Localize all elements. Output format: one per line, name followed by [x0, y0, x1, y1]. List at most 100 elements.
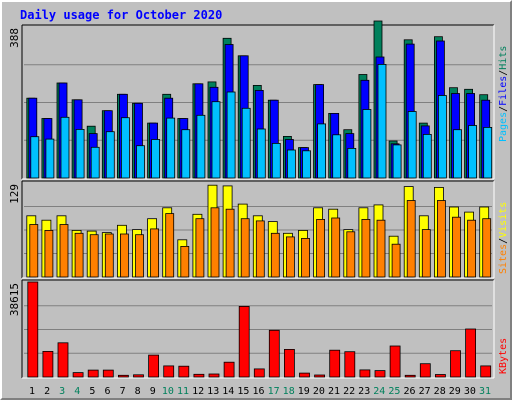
day-label: 29 [449, 386, 461, 397]
day-label: 3 [59, 386, 65, 397]
pages-bar [75, 129, 85, 179]
y-max-label: 38615 [8, 283, 21, 316]
pages-bar [166, 117, 176, 179]
kbytes-bar [238, 305, 250, 378]
chart-title: Daily usage for October 2020 [20, 8, 222, 22]
pages-bar [90, 146, 100, 179]
kbytes-bar [404, 374, 416, 378]
kbytes-bar [344, 351, 356, 378]
kbytes-bar [118, 374, 129, 378]
sites-bar [210, 207, 220, 278]
legend-separator: / [498, 106, 509, 112]
sites-bar [225, 208, 235, 278]
kbytes-bar [480, 365, 492, 378]
day-label: 10 [162, 386, 174, 397]
pages-bar [196, 114, 206, 179]
pages-bar [136, 145, 145, 179]
day-label: 20 [313, 386, 325, 397]
sites-bar [452, 216, 461, 278]
pages-bar [226, 91, 236, 179]
sites-bar [120, 233, 129, 278]
sites-bar [270, 232, 280, 278]
kbytes-bar [434, 374, 446, 378]
sites-bar [150, 228, 160, 278]
day-label: 8 [135, 386, 141, 397]
series-legend: Sites/Visits [498, 202, 509, 274]
sites-bar [74, 232, 84, 278]
y-max-label: 388 [8, 28, 21, 48]
kbytes-bar [102, 369, 114, 378]
pages-bar [453, 129, 462, 179]
sites-bar [361, 218, 371, 278]
day-label: 26 [403, 386, 415, 397]
sites-bar [135, 234, 144, 278]
day-label: 25 [388, 386, 400, 397]
sites-bar [255, 220, 265, 278]
day-label: 31 [479, 386, 491, 397]
kbytes-bar [87, 369, 99, 378]
day-label: 16 [252, 386, 264, 397]
day-label: 19 [298, 386, 310, 397]
sites-bar [391, 243, 401, 278]
day-label: 12 [192, 386, 204, 397]
legend-kbytes: KBytes [498, 338, 509, 374]
day-label: 6 [104, 386, 110, 397]
pages-bar [286, 149, 296, 179]
sites-bar [376, 219, 386, 278]
legend-pages: Pages [498, 112, 509, 142]
pages-bar [151, 139, 161, 179]
legend-visits: Visits [498, 202, 509, 238]
pages-bar [392, 144, 402, 179]
day-label: 1 [29, 386, 35, 397]
kbytes-bar [359, 369, 371, 378]
kbytes-bar [253, 368, 265, 378]
pages-bar [256, 128, 266, 179]
kbytes-bar [27, 281, 39, 378]
kbytes-bar [419, 363, 431, 378]
pages-bar [121, 117, 130, 179]
sites-bar [331, 217, 341, 278]
sites-bar [406, 200, 416, 278]
pages-bar [45, 138, 55, 179]
kbytes-bar [193, 373, 205, 378]
sites-bar [285, 236, 295, 278]
kbytes-bar [299, 372, 310, 378]
pages-bar [407, 111, 417, 179]
day-label: 22 [343, 386, 355, 397]
sites-bar [240, 218, 250, 278]
day-label: 28 [434, 386, 446, 397]
sites-bar [482, 218, 492, 278]
pages-bar [105, 131, 115, 179]
kbytes-bar [329, 349, 341, 378]
sites-bar [421, 229, 431, 278]
kbytes-bar [314, 374, 326, 378]
pages-bar [422, 133, 432, 179]
kbytes-bar [178, 365, 190, 378]
day-label: 18 [283, 386, 295, 397]
pages-bar [181, 129, 191, 179]
pages-bar [302, 150, 311, 179]
day-label: 2 [44, 386, 50, 397]
pages-bar [362, 109, 372, 179]
day-label: 4 [74, 386, 80, 397]
legend-files: Files [498, 76, 509, 106]
series-legend: KBytes [498, 338, 509, 374]
legend-separator: / [498, 70, 509, 76]
day-label: 30 [464, 386, 476, 397]
kbytes-bar [283, 348, 295, 378]
sites-bar [301, 237, 310, 278]
kbytes-bar [374, 370, 386, 378]
sites-bar [104, 233, 114, 278]
pages-bar [211, 101, 221, 179]
pages-bar [241, 107, 251, 179]
sites-bar [346, 231, 356, 278]
kbytes-bar [57, 342, 69, 378]
sites-bar [29, 224, 39, 278]
kbytes-bar [389, 345, 401, 378]
kbytes-bar [450, 350, 461, 378]
sites-bar [165, 213, 175, 278]
day-label: 24 [373, 386, 385, 397]
day-label: 7 [120, 386, 126, 397]
sites-bar [467, 219, 477, 278]
